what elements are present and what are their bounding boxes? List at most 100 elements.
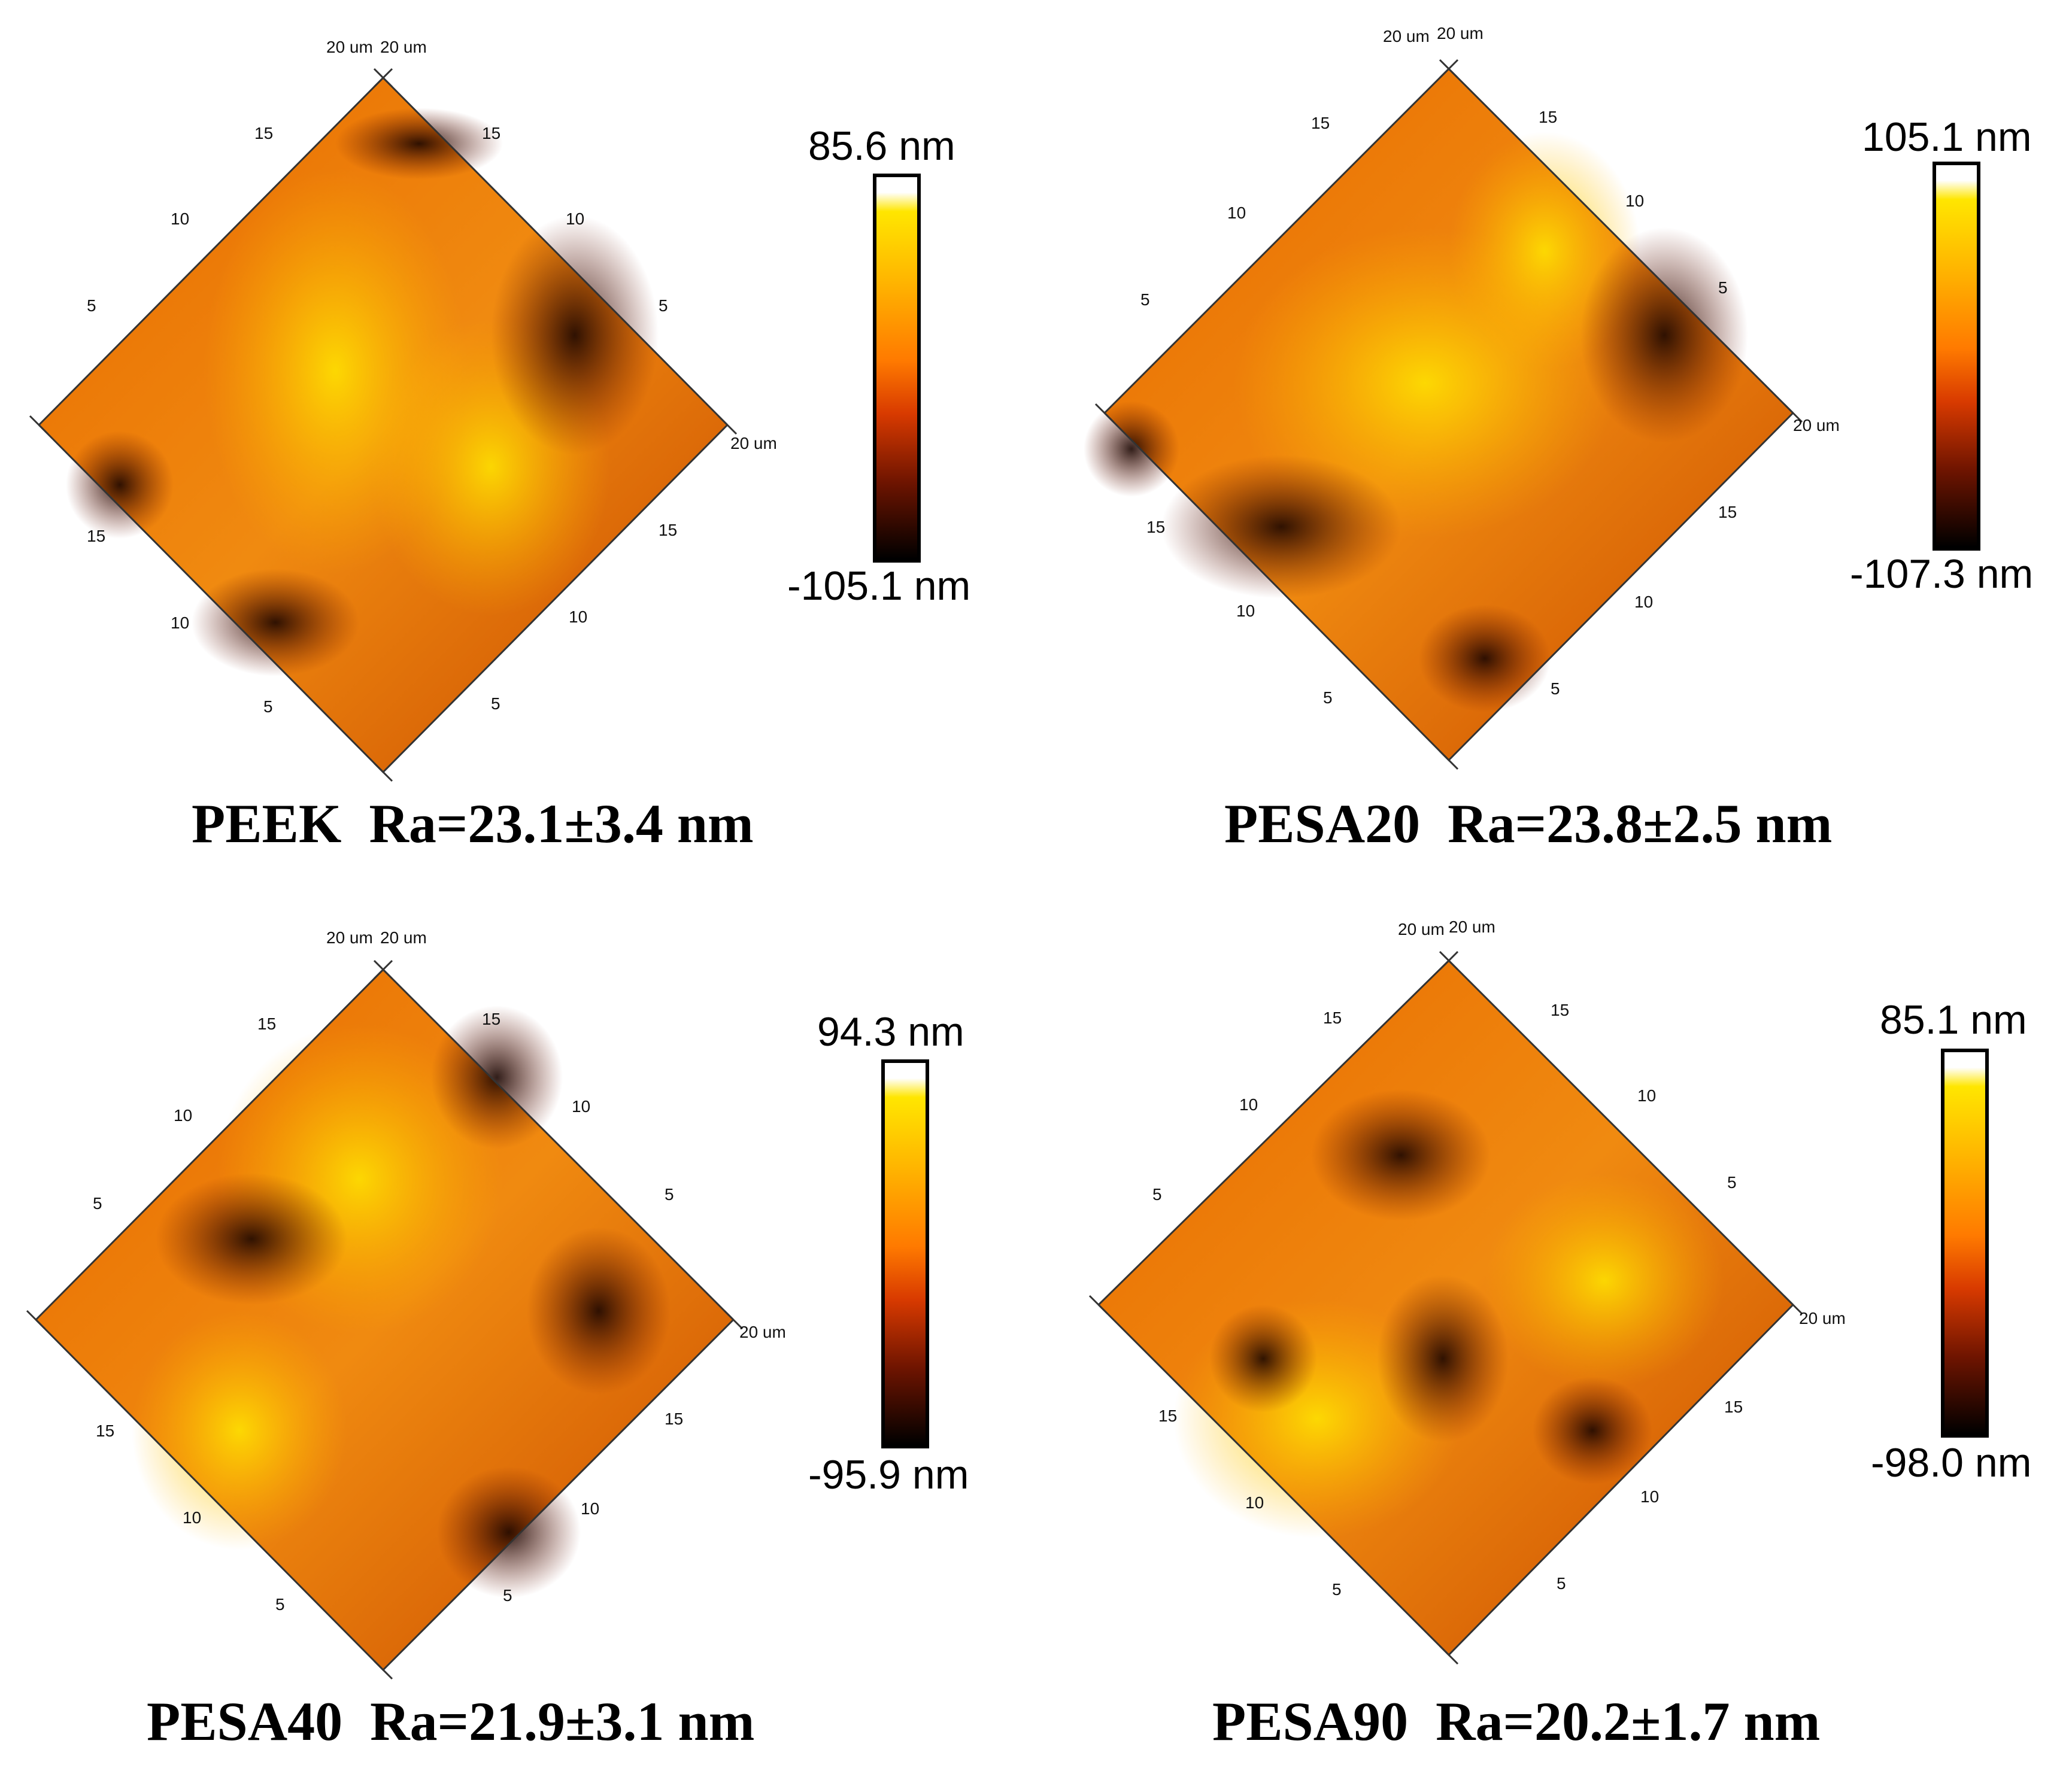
tick-label: 15 (257, 1014, 276, 1033)
tick-label: 5 (665, 1185, 674, 1204)
tick-label: 15 (1158, 1407, 1177, 1425)
height-color-scale (1933, 162, 1980, 551)
tick-label: 5 (1332, 1580, 1342, 1599)
tick-label: 15 (1146, 518, 1165, 536)
tick-label: 10 (183, 1508, 201, 1527)
axis-unit-label: 20 um (326, 928, 373, 947)
tick-label: 15 (1539, 108, 1557, 126)
afm-height-map: 20 um 20 um 20 um 15 10 5 15 10 5 15 10 … (29, 38, 777, 782)
tick-label: 5 (93, 1194, 102, 1213)
tick-label: 10 (1227, 203, 1246, 222)
tick-label: 5 (503, 1586, 512, 1605)
afm-height-map: 20 um 20 um 20 um 15 10 5 15 10 5 15 10 … (26, 928, 786, 1680)
panel-caption: PESA20 Ra=23.8±2.5 nm (1224, 796, 1832, 851)
panel-caption: PESA40 Ra=21.9±3.1 nm (147, 1694, 754, 1749)
height-color-scale (1941, 1049, 1989, 1438)
axis-unit-label: 20 um (730, 434, 777, 452)
afm-panel-pesa90: 20 um 20 um 20 um 15 10 5 15 10 5 15 10 … (1066, 892, 2072, 1780)
tick-label: 10 (566, 209, 584, 228)
tick-label: 10 (572, 1097, 590, 1116)
tick-label: 10 (581, 1499, 599, 1518)
panel-caption: PESA90 Ra=20.2±1.7 nm (1212, 1694, 1820, 1749)
tick-label: 5 (1718, 278, 1728, 297)
axis-unit-label: 20 um (1398, 920, 1445, 938)
afm-height-map: 20 um 20 um 20 um 15 10 5 15 10 5 15 10 … (1084, 24, 1840, 770)
axis-frame (1088, 950, 1803, 1665)
tick-label: 10 (1625, 192, 1644, 210)
sample-name: PESA20 (1224, 793, 1421, 854)
tick-label: 15 (254, 124, 273, 142)
tick-label: 15 (482, 124, 500, 142)
tick-label: 10 (1640, 1487, 1659, 1506)
tick-label: 15 (1311, 114, 1330, 132)
tick-label: 10 (1236, 602, 1255, 620)
afm-height-map: 20 um 20 um 20 um 15 10 5 15 10 5 15 10 … (1088, 918, 1846, 1665)
axis-unit-label: 20 um (1449, 918, 1495, 936)
panel-caption: PEEK Ra=23.1±3.4 nm (192, 796, 754, 851)
axis-unit-label: 20 um (380, 38, 427, 56)
axis-frame (26, 959, 744, 1680)
roughness-value: Ra=21.9±3.1 nm (370, 1691, 755, 1752)
map-surface (1099, 961, 1793, 1655)
tick-label: 15 (659, 521, 677, 539)
tick-label: 15 (87, 527, 105, 545)
tick-label: 5 (491, 694, 500, 713)
tick-label: 5 (1551, 679, 1560, 698)
axis-unit-label: 20 um (1799, 1309, 1846, 1328)
axis-unit-label: 20 um (739, 1323, 786, 1341)
tick-label: 15 (1323, 1009, 1342, 1027)
tick-label: 10 (569, 607, 587, 626)
axis-unit-label: 20 um (1793, 416, 1840, 435)
map-surface (36, 970, 733, 1670)
tick-label: 10 (1245, 1493, 1264, 1512)
height-color-scale (881, 1059, 929, 1448)
axis-unit-label: 20 um (1437, 24, 1484, 42)
tick-label: 10 (171, 613, 189, 632)
sample-name: PESA40 (147, 1691, 343, 1752)
sample-name: PESA90 (1212, 1691, 1409, 1752)
scale-max-label: 85.1 nm (1880, 997, 2027, 1043)
scale-min-label: -107.3 nm (1850, 551, 2034, 597)
roughness-value: Ra=23.1±3.4 nm (369, 793, 754, 854)
axis-unit-label: 20 um (326, 38, 373, 56)
axis-unit-label: 20 um (380, 928, 427, 947)
tick-label: 15 (1718, 503, 1737, 521)
tick-label: 15 (1551, 1001, 1569, 1019)
tick-label: 15 (96, 1421, 114, 1440)
tick-label: 10 (1634, 593, 1653, 611)
tick-label: 5 (1152, 1185, 1162, 1204)
tick-label: 10 (1239, 1095, 1258, 1114)
tick-label: 10 (1637, 1086, 1656, 1105)
scale-min-label: -105.1 nm (787, 563, 971, 609)
tick-label: 15 (482, 1010, 500, 1028)
scale-max-label: 105.1 nm (1862, 114, 2032, 160)
scale-max-label: 94.3 nm (817, 1009, 964, 1055)
tick-label: 5 (1323, 688, 1333, 707)
tick-label: 5 (1557, 1574, 1566, 1593)
axis-unit-label: 20 um (1383, 27, 1430, 45)
axis-frame (29, 68, 738, 782)
map-surface (1084, 69, 1793, 760)
roughness-value: Ra=23.8±2.5 nm (1448, 793, 1833, 854)
scale-min-label: -95.9 nm (808, 1452, 969, 1497)
tick-label: 15 (1724, 1398, 1743, 1416)
tick-label: 5 (1727, 1173, 1737, 1192)
roughness-value: Ra=20.2±1.7 nm (1436, 1691, 1821, 1752)
afm-panel-peek: 20 um 20 um 20 um 15 10 5 15 10 5 15 10 … (0, 0, 1036, 888)
map-surface (39, 78, 727, 772)
tick-label: 5 (659, 296, 668, 315)
tick-label: 15 (665, 1410, 683, 1428)
tick-label: 10 (171, 209, 189, 228)
tick-label: 5 (275, 1595, 285, 1614)
afm-panel-pesa20: 20 um 20 um 20 um 15 10 5 15 10 5 15 10 … (1066, 0, 2072, 888)
tick-label: 5 (87, 296, 96, 315)
tick-label: 10 (174, 1106, 192, 1125)
tick-label: 5 (1140, 290, 1150, 309)
scale-max-label: 85.6 nm (808, 123, 955, 169)
tick-label: 5 (263, 697, 273, 716)
sample-name: PEEK (192, 793, 342, 854)
afm-panel-pesa40: 20 um 20 um 20 um 15 10 5 15 10 5 15 10 … (0, 892, 1036, 1780)
height-color-scale (873, 174, 921, 563)
scale-min-label: -98.0 nm (1871, 1440, 2032, 1486)
axis-frame (1094, 59, 1803, 770)
